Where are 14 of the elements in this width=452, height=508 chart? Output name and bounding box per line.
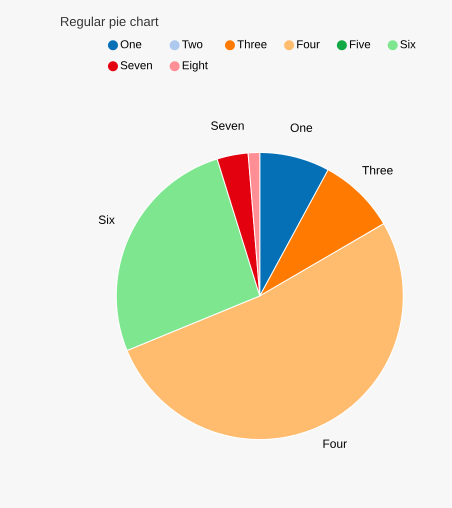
legend-label: Eight	[182, 60, 208, 72]
slice-label: One	[290, 124, 312, 132]
legend-label: Four	[297, 40, 320, 48]
slice-label: Four	[324, 440, 347, 448]
legend-label: Seven	[120, 61, 152, 70]
slice-label: Three	[362, 166, 393, 174]
chart-title: Regular pie chart	[61, 16, 159, 29]
slice-label: Seven	[211, 121, 244, 130]
legend-label: One	[120, 40, 142, 48]
legend-label: Two	[182, 40, 202, 48]
legend-label: Five	[350, 40, 370, 48]
legend-label: Three	[238, 40, 267, 48]
legend-label: Six	[400, 40, 416, 48]
slice-label: Six	[98, 215, 115, 224]
